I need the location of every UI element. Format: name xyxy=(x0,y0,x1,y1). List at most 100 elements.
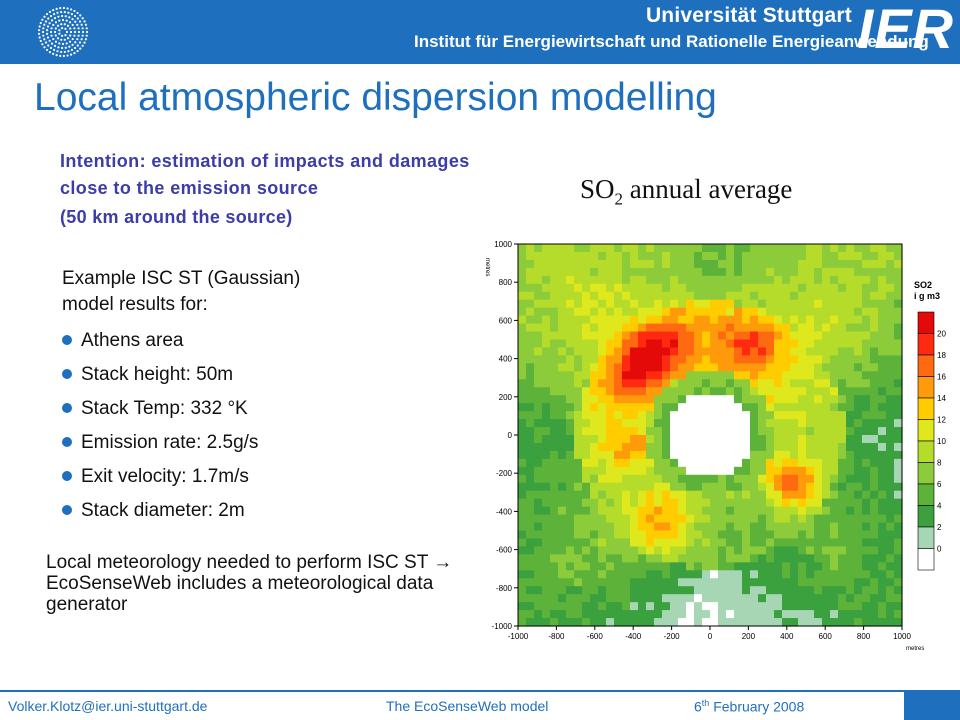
heatmap-cell xyxy=(766,618,775,627)
heatmap-cell xyxy=(886,403,895,412)
heatmap-cell xyxy=(870,251,879,261)
heatmap-cell xyxy=(734,466,743,476)
heatmap-cell xyxy=(726,267,735,277)
heatmap-cell xyxy=(886,323,895,333)
heatmap-cell xyxy=(646,466,655,476)
heatmap-cell xyxy=(838,546,847,555)
logo-dot xyxy=(48,22,51,25)
heatmap-cell xyxy=(598,403,607,412)
heatmap-cell xyxy=(822,275,831,285)
heatmap-cell xyxy=(558,546,567,555)
heatmap-cell xyxy=(630,618,639,627)
heatmap-cell xyxy=(622,307,631,317)
heatmap-cell xyxy=(638,339,647,349)
heatmap-cell xyxy=(686,578,695,587)
heatmap-cell xyxy=(526,291,535,301)
heatmap-cell xyxy=(750,442,759,452)
heatmap-cell xyxy=(670,331,679,341)
heatmap-cell xyxy=(574,458,583,468)
heatmap-cell xyxy=(598,522,607,532)
heatmap-cell xyxy=(806,411,815,420)
heatmap-cell xyxy=(526,546,535,555)
x-tick-label: -600 xyxy=(587,632,604,641)
heatmap-cell xyxy=(654,379,663,388)
heatmap-cell xyxy=(758,514,767,524)
heatmap-cell xyxy=(766,251,775,261)
heatmap-cell xyxy=(798,450,807,460)
logo-dot xyxy=(52,37,55,41)
logo-dot xyxy=(52,23,55,27)
heatmap-cell xyxy=(838,331,847,341)
heatmap-cell xyxy=(766,554,775,563)
heatmap-cell xyxy=(694,307,703,317)
heatmap-cell xyxy=(886,315,895,325)
heatmap-cell xyxy=(742,315,751,325)
heatmap-cell xyxy=(614,594,623,603)
x-tick-label: 800 xyxy=(857,632,871,641)
heatmap-cell xyxy=(590,570,599,579)
heatmap-cell xyxy=(774,291,783,301)
heatmap-cell xyxy=(678,570,687,579)
heatmap-cell xyxy=(766,474,775,484)
heatmap-cell xyxy=(526,578,535,587)
heatmap-cell xyxy=(582,466,591,476)
heatmap-cell xyxy=(558,458,567,468)
heatmap-cell xyxy=(806,331,815,341)
legend-color-box xyxy=(917,440,935,463)
heatmap-cell xyxy=(798,562,807,571)
heatmap-cell xyxy=(590,610,599,619)
heatmap-cell xyxy=(614,618,623,627)
heatmap-cell xyxy=(718,347,727,357)
heatmap-cell xyxy=(878,554,887,563)
heatmap-cell xyxy=(518,275,527,285)
heatmap-cell xyxy=(534,594,543,603)
heatmap-cell xyxy=(606,371,615,380)
heatmap-cell xyxy=(654,490,663,500)
heatmap-cell xyxy=(518,498,527,508)
heatmap-cell xyxy=(822,498,831,508)
heatmap-cell xyxy=(662,283,671,293)
heatmap-cell xyxy=(638,331,647,341)
heatmap-cell xyxy=(806,610,815,619)
heatmap-cell xyxy=(830,427,839,436)
heatmap-cell xyxy=(590,506,599,516)
heatmap-cell xyxy=(782,530,791,540)
heatmap-cell xyxy=(670,307,679,317)
heatmap-cell xyxy=(558,610,567,619)
heatmap-cell xyxy=(822,570,831,579)
heatmap-cell xyxy=(542,371,551,380)
heatmap-cell xyxy=(630,339,639,349)
heatmap-cell xyxy=(798,363,807,372)
heatmap-cell xyxy=(750,602,759,611)
heatmap-cell xyxy=(606,251,615,261)
heatmap-cell xyxy=(742,570,751,579)
heatmap-cell xyxy=(766,379,775,388)
heatmap-cell xyxy=(750,570,759,579)
heatmap-cell xyxy=(558,586,567,595)
heatmap-cell xyxy=(582,442,591,452)
heatmap-cell xyxy=(854,610,863,619)
heatmap-cell xyxy=(582,347,591,357)
heatmap-cell xyxy=(798,482,807,492)
heatmap-cell xyxy=(558,482,567,492)
heatmap-cell xyxy=(638,315,647,325)
heatmap-cell xyxy=(534,403,543,412)
heatmap-cell xyxy=(686,339,695,349)
heatmap-cell xyxy=(526,403,535,412)
heatmap-cell xyxy=(598,578,607,587)
heatmap-cell xyxy=(798,259,807,269)
heatmap-cell xyxy=(798,538,807,548)
heatmap-cell xyxy=(606,307,615,317)
heatmap-cell xyxy=(590,379,599,388)
heatmap-cell xyxy=(878,482,887,492)
heatmap-cell xyxy=(606,299,615,309)
heatmap-cell xyxy=(718,283,727,293)
heatmap-cell xyxy=(718,331,727,341)
heatmap-cell xyxy=(806,251,815,261)
heatmap-cell xyxy=(822,379,831,388)
heatmap-cell xyxy=(798,618,807,627)
heatmap-cell xyxy=(654,466,663,476)
heatmap-cell xyxy=(638,299,647,309)
heatmap-cell xyxy=(518,618,527,627)
heatmap-cell xyxy=(606,514,615,524)
